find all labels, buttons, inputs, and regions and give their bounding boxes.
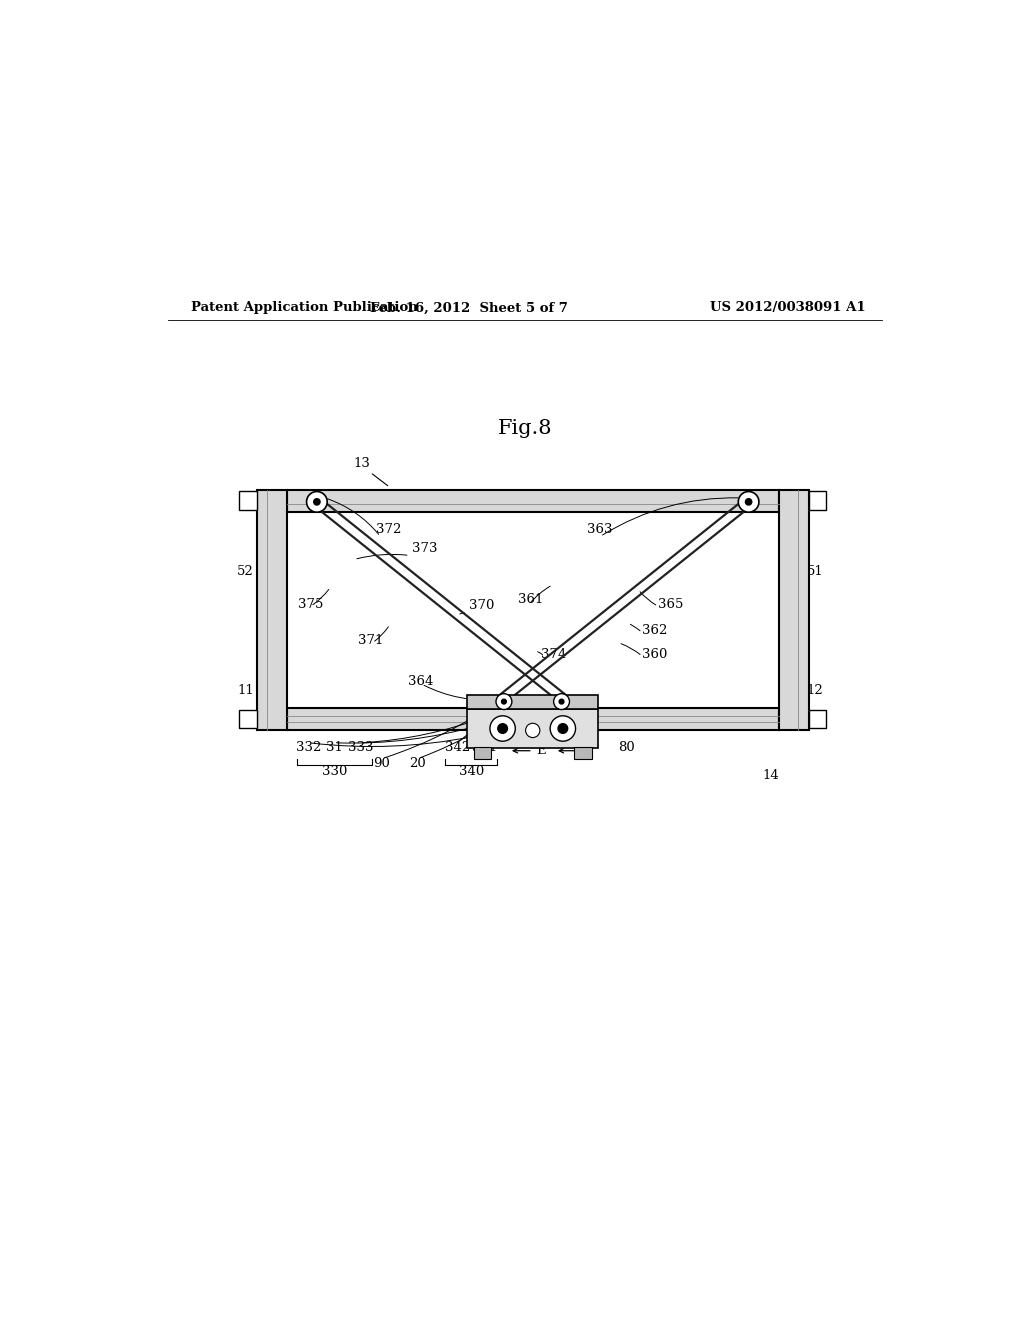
Bar (287, 490, 778, 512)
Circle shape (738, 491, 759, 512)
Text: 370: 370 (469, 599, 495, 611)
Text: 363: 363 (587, 523, 612, 536)
Text: D: D (585, 696, 595, 709)
Bar (467, 696, 598, 709)
Text: 11: 11 (238, 684, 254, 697)
Text: 364: 364 (409, 675, 433, 688)
Circle shape (559, 700, 564, 704)
Bar (257, 490, 287, 730)
Circle shape (550, 715, 575, 742)
Text: 341: 341 (472, 741, 498, 754)
Text: 90: 90 (374, 756, 390, 770)
Text: 31: 31 (326, 741, 343, 754)
Circle shape (745, 499, 752, 506)
Circle shape (502, 700, 506, 704)
Text: E: E (541, 696, 550, 709)
Bar (574, 747, 592, 759)
Text: 362: 362 (642, 624, 668, 638)
Bar (240, 710, 257, 729)
Text: 372: 372 (377, 523, 401, 536)
Circle shape (496, 694, 512, 710)
Text: 333: 333 (348, 741, 374, 754)
Text: 20: 20 (410, 756, 426, 770)
Text: 374: 374 (541, 648, 566, 661)
Text: 80: 80 (618, 741, 635, 754)
Text: 52: 52 (238, 565, 254, 578)
Circle shape (558, 723, 567, 734)
Text: 361: 361 (518, 593, 544, 606)
Text: D: D (583, 744, 593, 758)
Text: Fig.8: Fig.8 (498, 418, 552, 438)
Bar (809, 491, 826, 511)
Text: 12: 12 (807, 684, 823, 697)
Text: 340: 340 (459, 764, 484, 777)
Text: E: E (537, 744, 547, 758)
Bar (467, 709, 598, 747)
Text: 371: 371 (358, 635, 384, 647)
Text: 360: 360 (642, 648, 668, 661)
Circle shape (306, 491, 328, 512)
Bar (474, 747, 492, 759)
Text: Patent Application Publication: Patent Application Publication (191, 301, 418, 314)
Bar (778, 490, 809, 730)
Text: 375: 375 (298, 598, 324, 611)
Circle shape (554, 694, 569, 710)
Bar (809, 710, 826, 729)
Bar (240, 491, 257, 511)
Circle shape (525, 723, 540, 738)
Text: 51: 51 (807, 565, 823, 578)
Text: Feb. 16, 2012  Sheet 5 of 7: Feb. 16, 2012 Sheet 5 of 7 (371, 301, 568, 314)
Text: 332: 332 (296, 741, 322, 754)
Text: 365: 365 (658, 598, 683, 611)
Text: 373: 373 (412, 543, 437, 556)
Circle shape (489, 715, 515, 742)
Circle shape (313, 499, 321, 506)
Text: 14: 14 (763, 770, 779, 783)
Text: 342: 342 (444, 741, 470, 754)
Bar (287, 708, 778, 730)
Text: US 2012/0038091 A1: US 2012/0038091 A1 (711, 301, 866, 314)
Text: 330: 330 (322, 764, 347, 777)
Circle shape (498, 723, 508, 734)
Text: 13: 13 (353, 457, 371, 470)
